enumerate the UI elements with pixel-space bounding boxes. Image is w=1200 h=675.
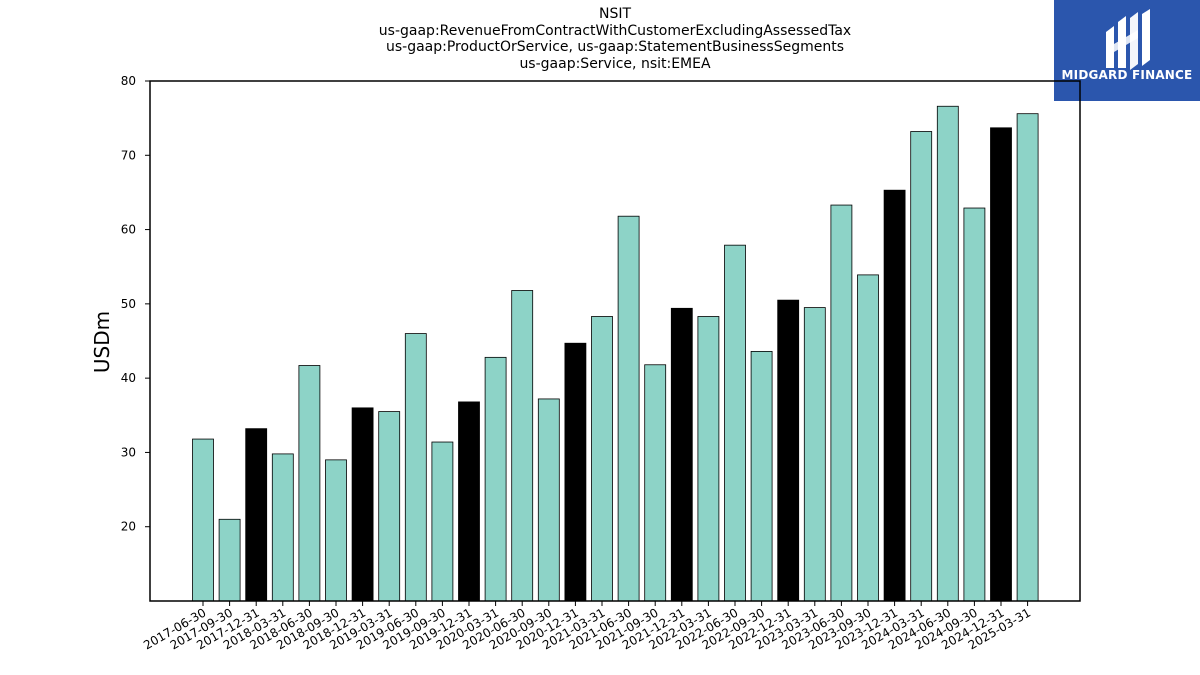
- bar-2020-09-30: [537, 398, 560, 602]
- bar-2022-09-30: [750, 350, 773, 602]
- bar-2020-12-31: [564, 342, 587, 602]
- bar-2024-06-30: [936, 105, 959, 602]
- bar-2022-03-31: [697, 316, 720, 602]
- y-tick-label: 60: [121, 223, 136, 237]
- bar-2019-06-30: [404, 333, 427, 602]
- bar-2023-09-30: [857, 274, 879, 602]
- chart-title-line-2: us-gaap:RevenueFromContractWithCustomerE…: [378, 22, 852, 39]
- bar-2023-12-31: [883, 189, 906, 602]
- brand-name: MIDGARD FINANCE: [1061, 68, 1193, 82]
- bar-2018-12-31: [351, 407, 374, 602]
- chart-title-line-4: us-gaap:Service, nsit:EMEA: [519, 55, 711, 72]
- bar-2021-06-30: [617, 215, 640, 602]
- bars-group: [192, 105, 1039, 602]
- y-tick-label: 50: [121, 297, 136, 311]
- bar-2023-03-31: [803, 307, 826, 602]
- bar-2024-12-31: [990, 127, 1012, 602]
- bar-2017-06-30: [192, 438, 214, 602]
- midgard-logo-icon: [1106, 9, 1150, 70]
- bar-2019-12-31: [458, 401, 480, 602]
- y-tick-label: 30: [121, 445, 136, 459]
- y-axis: 20 30 40 50 60 70 80: [121, 74, 150, 534]
- chart-title-line-1: NSIT: [598, 6, 632, 22]
- bar-2025-03-31: [1016, 113, 1039, 602]
- bar-2019-09-30: [431, 441, 454, 602]
- bar-2018-09-30: [325, 459, 347, 602]
- bar-2020-06-30: [511, 290, 534, 602]
- y-tick-label: 70: [121, 148, 136, 162]
- bar-2021-09-30: [644, 364, 667, 602]
- bar-2018-03-31: [271, 453, 294, 602]
- bar-2024-09-30: [963, 207, 986, 602]
- bar-2017-12-31: [245, 428, 268, 602]
- chart-title-line-3: us-gaap:ProductOrService, us-gaap:Statem…: [385, 39, 844, 55]
- axes-frame: [149, 80, 1081, 602]
- bar-2021-03-31: [591, 316, 613, 602]
- y-tick-label: 80: [121, 74, 136, 88]
- bar-2023-06-30: [830, 204, 853, 602]
- y-tick-label: 40: [121, 371, 136, 385]
- bar-2022-12-31: [777, 299, 800, 602]
- bar-2021-12-31: [670, 307, 693, 602]
- chart-title: NSIT us-gaap:RevenueFromContractWithCust…: [150, 6, 1080, 72]
- brand-logo: MIDGARD FINANCE: [1054, 0, 1200, 101]
- bar-2019-03-31: [378, 411, 401, 602]
- x-axis: 2017-06-302017-09-302017-12-312018-03-31…: [141, 601, 1033, 652]
- bar-2020-03-31: [484, 356, 507, 602]
- bar-2024-03-31: [910, 131, 933, 602]
- bar-2022-06-30: [724, 244, 746, 602]
- y-axis-label: USDm: [90, 311, 114, 373]
- y-tick-label: 20: [121, 520, 136, 534]
- bar-2018-06-30: [298, 365, 321, 602]
- bar-2017-09-30: [218, 518, 241, 602]
